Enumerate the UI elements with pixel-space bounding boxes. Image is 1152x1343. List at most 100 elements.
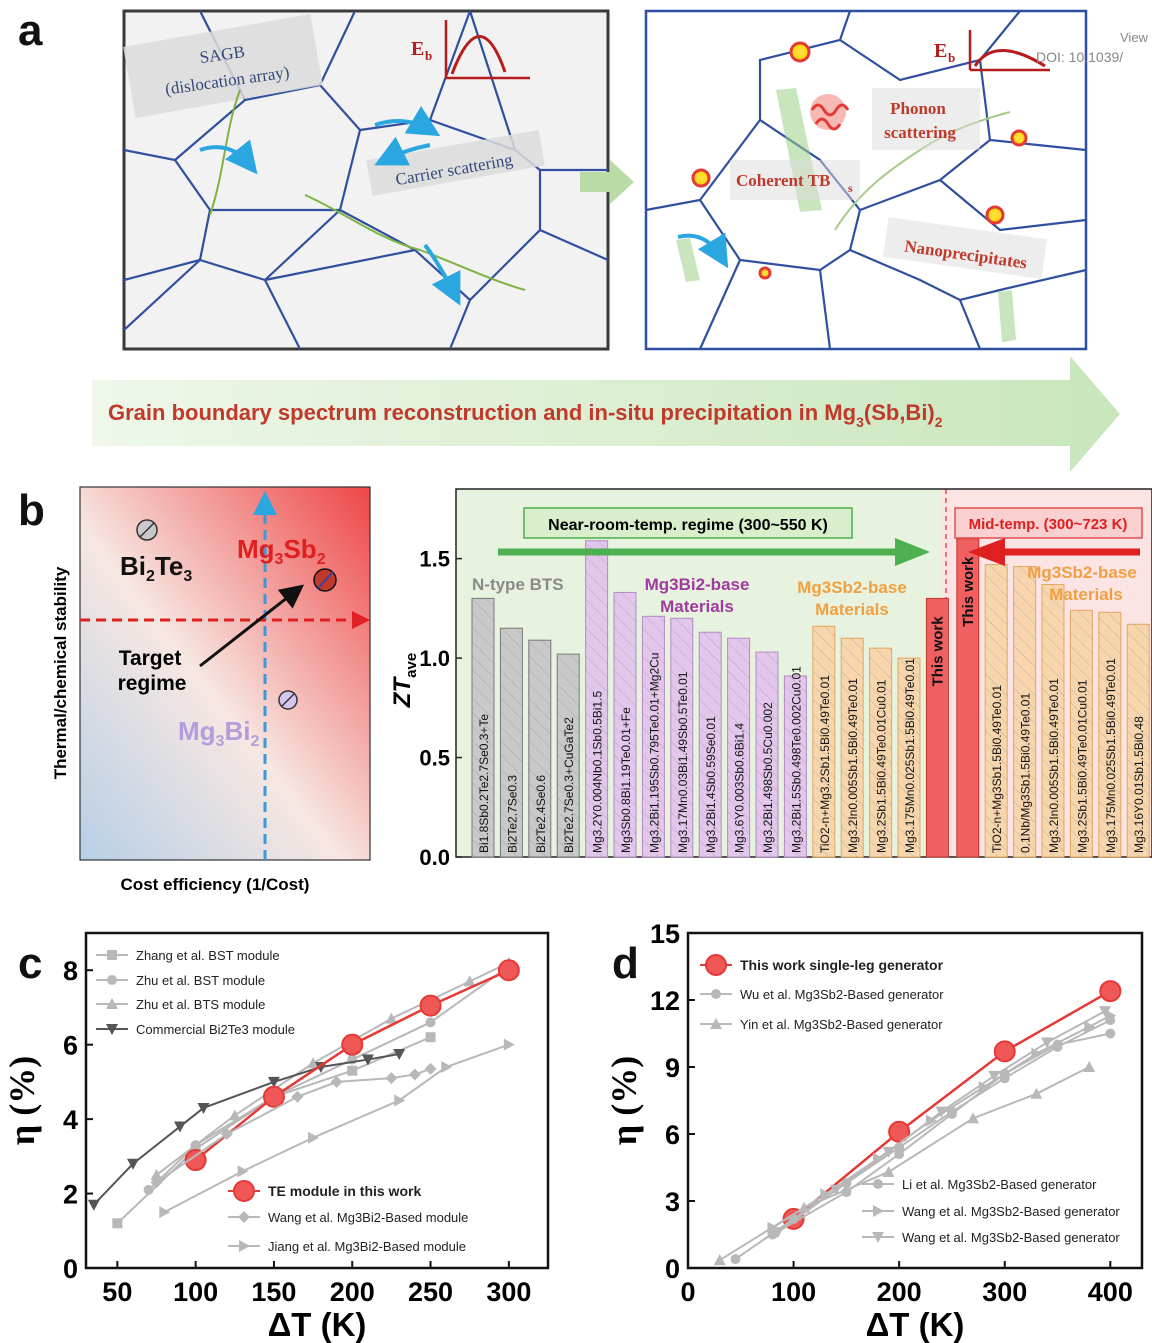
legend-entry: This work single-leg generator [700, 954, 944, 976]
data-point [238, 1211, 250, 1223]
view-link: View [1120, 30, 1149, 45]
series-line [93, 1052, 400, 1206]
zt-bar-hatch [472, 598, 494, 857]
data-point [385, 1012, 398, 1024]
eb-label-left: E [411, 38, 424, 60]
data-point [197, 1102, 210, 1114]
data-point [308, 1131, 320, 1144]
data-point [1099, 980, 1122, 1003]
bi2te3-label: Bi2Te3 [120, 551, 192, 585]
data-point [87, 1199, 100, 1211]
data-point [126, 1158, 139, 1170]
bar-category-label: Mg3.2Bi1.498Sb0.5Cu0.002 [761, 702, 775, 853]
nanoprecipitate-dots [691, 41, 1028, 280]
data-point [408, 1068, 421, 1081]
legend-entry: Zhu et al. BST module [96, 973, 265, 988]
data-point [441, 1061, 453, 1073]
group-label-mg3sb2-room-line2: Materials [815, 600, 889, 619]
y-tick-label: 0 [665, 1254, 680, 1284]
y-tick-label: 3 [665, 1187, 680, 1217]
y-tick-label: 15 [650, 919, 680, 949]
zt-bar-hatch [1127, 624, 1150, 857]
x-tick-label: 0 [680, 1277, 695, 1307]
data-point [106, 998, 118, 1009]
legend-label: Yin et al. Mg3Sb2-Based generator [740, 1017, 943, 1032]
legend-entry: Wu et al. Mg3Sb2-Based generator [700, 987, 944, 1002]
data-point [710, 1018, 722, 1029]
legend-entry: Zhu et al. BTS module [96, 997, 265, 1012]
panel-c-chart: c 50 100 150 200 250 300 0 2 4 6 8 ΔT (K) η (%) Zhang… [2, 931, 550, 1343]
phonon-label: Phonon [890, 99, 946, 118]
x-tick-label: 200 [330, 1277, 375, 1307]
data-point [820, 1188, 832, 1201]
phonon-sub-label: scattering [884, 123, 956, 142]
data-point [419, 994, 442, 1017]
legend-label: Commercial Bi2Te3 module [136, 1022, 295, 1037]
stability-axis-label: Thermal/chemical stability [51, 566, 70, 779]
regime-map [79, 486, 371, 861]
x-tick-label: 150 [251, 1277, 296, 1307]
data-point [330, 1075, 343, 1088]
data-point [946, 1108, 957, 1119]
zt-bar-hatch [841, 638, 864, 857]
data-point [967, 1112, 980, 1124]
data-point [291, 1090, 304, 1103]
zt-bar-hatch [727, 638, 750, 857]
data-point [143, 1184, 154, 1195]
y-tick-label: 12 [650, 986, 680, 1016]
bar-category-label: Mg3.2Bi1.195Sb0.795Te0.01+Mg2Cu [647, 653, 661, 853]
legend-entry: Jiang et al. Mg3Bi2-Based module [228, 1239, 466, 1254]
mg3bi2-label: Mg3Bi2 [178, 716, 259, 750]
zt-bar-hatch [1098, 612, 1121, 857]
bar-category-label: TiO2-n+Mg3.2Sb1.5Bi0.49Te0.01 [818, 675, 832, 853]
legend-entry: Yin et al. Mg3Sb2-Based generator [700, 1017, 943, 1032]
bar-y-tick-label: 0.5 [419, 746, 450, 771]
group-label-bts: N-type BTS [472, 575, 564, 594]
zt-bar-hatch [642, 616, 665, 857]
y-tick-label: 0 [63, 1254, 78, 1284]
data-point [424, 1062, 437, 1075]
series-line [734, 1019, 1111, 1260]
bar-y-tick-label: 0.0 [419, 845, 450, 870]
panel-b-letter: b [18, 486, 45, 535]
data-point [347, 1065, 358, 1076]
data-point [106, 1024, 118, 1035]
room-regime-label: Near-room-temp. regime (300~550 K) [548, 517, 828, 534]
y-tick-label: 2 [63, 1180, 78, 1210]
data-point [1083, 1061, 1096, 1072]
series-line [163, 1043, 510, 1214]
data-point [705, 954, 727, 976]
legend-label: Wang et al. Mg3Bi2-Based module [268, 1210, 468, 1225]
panel-c-letter: c [18, 939, 42, 988]
panel-a-letter: a [18, 6, 43, 55]
zt-axis-label: ZTave [389, 653, 420, 708]
eb-sub-right: b [948, 50, 955, 65]
legend-label: Zhu et al. BTS module [136, 997, 265, 1012]
data-point [307, 1057, 320, 1069]
carrier-arrow-right [677, 232, 729, 269]
data-point [150, 1176, 163, 1189]
bar-category-label: Mg3.175Mn0.025Sb1.5Bi0.49Te0.01 [1104, 658, 1118, 853]
legend-label: Wu et al. Mg3Sb2-Based generator [740, 987, 944, 1002]
y-tick-label: 4 [63, 1105, 78, 1135]
data-point [361, 1054, 374, 1066]
data-point [107, 975, 117, 985]
bar-category-label: Mg3.175Mn0.025Sb1.5Bi0.49Te0.01 [903, 658, 917, 853]
legend-entry: Wang et al. Mg3Sb2-Based generator [862, 1204, 1120, 1219]
zt-bar-hatch [670, 618, 693, 857]
zt-bar-hatch [1070, 610, 1093, 857]
eb-sub-left: b [425, 48, 432, 63]
zt-bar-chart: Bi1.8Sb0.2Te2.7Se0.3+Te Bi2Te2.7Se0.3 Bi2T… [389, 488, 1152, 870]
data-point [1099, 1006, 1112, 1018]
bar-y-tick-label: 1.0 [419, 646, 450, 671]
series [150, 1062, 437, 1189]
data-point [873, 1205, 884, 1217]
bar-category-label: This work [929, 616, 946, 687]
bar-category-label: 0.1Nb/Mg3Sb1.5Bi0.49Te0.01 [1019, 693, 1033, 853]
data-point [159, 1206, 171, 1219]
bar-category-label: Bi2Te2.7Se0.3+CuGaTe2 [562, 717, 576, 853]
y-tick-label: 9 [665, 1053, 680, 1083]
bar-category-label: Mg3.2In0.005Sb1.5Bi0.49Te0.01 [1047, 678, 1061, 853]
series-line [792, 989, 1111, 1220]
